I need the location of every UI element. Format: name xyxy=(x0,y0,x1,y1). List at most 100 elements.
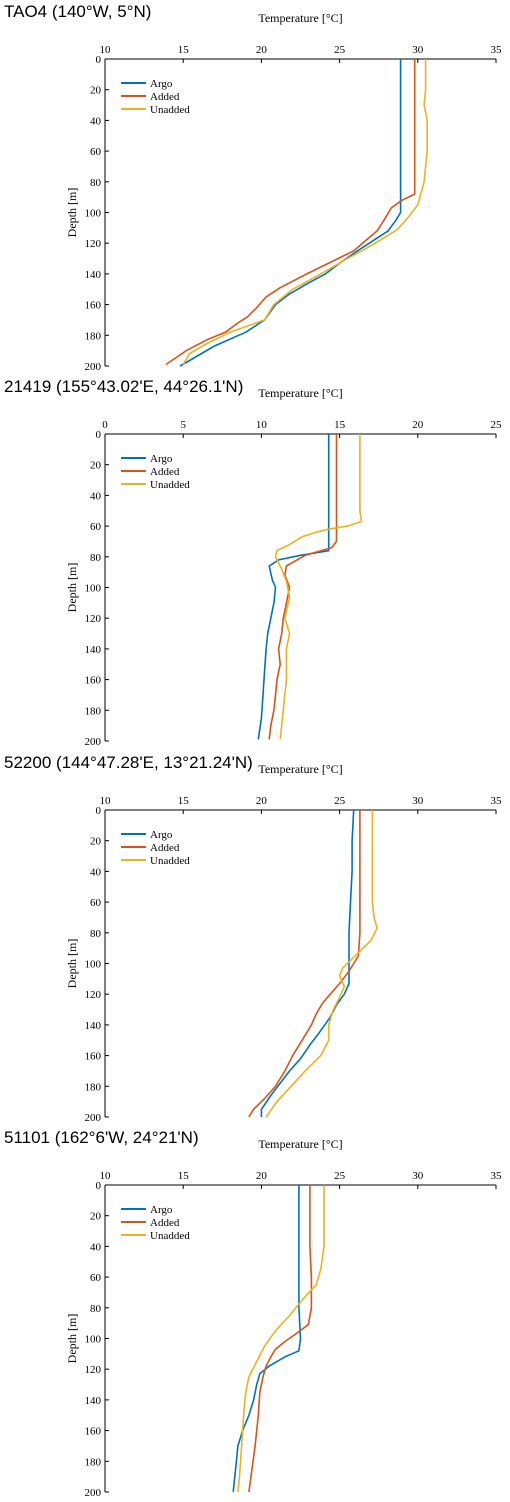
y-axis-label: Depth [m] xyxy=(65,188,79,238)
y-tick-label: 80 xyxy=(90,928,102,940)
y-tick-label: 80 xyxy=(90,552,102,564)
series-line-added xyxy=(248,810,361,1118)
panel-51101: 51101 (162°6'W, 24°21'N) 10 15 20 25 30 35 0 20… xyxy=(0,1126,510,1501)
series-line-unadded xyxy=(182,59,428,365)
x-tick-label: 15 xyxy=(334,419,346,431)
y-tick-label: 180 xyxy=(85,330,102,342)
chart-svg: 10 15 20 25 30 35 0 20 40 60 80 100 120 140 160 180 200 T… xyxy=(65,11,503,373)
x-tick-label: 30 xyxy=(412,795,424,807)
chart-svg: 10 15 20 25 30 35 0 20 40 60 80 100 120 140 160 180 200 T… xyxy=(65,762,503,1124)
legend-label: Argo xyxy=(150,453,173,465)
legend-label: Unadded xyxy=(150,855,190,867)
y-tick-label: 120 xyxy=(85,613,102,625)
panel-title: 51101 (162°6'W, 24°21'N) xyxy=(4,1128,199,1147)
series-line-added xyxy=(248,1185,313,1493)
legend-label: Argo xyxy=(150,1204,173,1216)
legend-label: Unadded xyxy=(150,104,190,116)
y-tick-label: 120 xyxy=(85,989,102,1001)
y-axis-label: Depth [m] xyxy=(65,939,79,989)
x-axis-label: Temperature [°C] xyxy=(258,762,342,776)
series-line-added xyxy=(165,59,416,366)
y-tick-label: 100 xyxy=(85,583,102,595)
x-tick-label: 0 xyxy=(102,419,108,431)
y-tick-label: 0 xyxy=(96,429,102,441)
legend-label: Argo xyxy=(150,78,173,90)
series-line-added xyxy=(268,434,338,740)
y-tick-label: 160 xyxy=(85,675,102,687)
y-tick-label: 140 xyxy=(85,1020,102,1032)
x-tick-label: 25 xyxy=(491,419,503,431)
y-tick-label: 40 xyxy=(90,115,102,127)
chart-svg: 10 15 20 25 30 35 0 20 40 60 80 100 120 140 160 180 200 T… xyxy=(65,1137,502,1499)
y-tick-label: 80 xyxy=(90,1303,102,1315)
y-tick-label: 140 xyxy=(85,269,102,281)
y-tick-label: 160 xyxy=(85,1426,102,1438)
x-tick-label: 25 xyxy=(334,795,346,807)
y-tick-label: 40 xyxy=(90,866,102,878)
y-tick-label: 200 xyxy=(85,1112,102,1124)
legend-label: Added xyxy=(150,842,180,854)
y-tick-label: 40 xyxy=(90,1241,102,1253)
y-axis-label: Depth [m] xyxy=(65,1314,79,1364)
y-tick-label: 20 xyxy=(90,85,102,97)
series-line-argo xyxy=(260,809,355,1117)
x-tick-label: 35 xyxy=(491,795,503,807)
x-axis-label: Temperature [°C] xyxy=(258,11,342,25)
panel-title: 52200 (144°47.28'E, 13°21.24'N) xyxy=(4,753,253,772)
series-line-unadded xyxy=(274,434,363,740)
y-tick-label: 100 xyxy=(85,208,102,220)
x-tick-label: 10 xyxy=(100,44,112,56)
y-tick-label: 200 xyxy=(85,736,102,748)
x-axis-label: Temperature [°C] xyxy=(258,386,342,400)
y-tick-label: 20 xyxy=(90,1211,102,1223)
y-tick-label: 100 xyxy=(85,959,102,971)
y-axis-label: Depth [m] xyxy=(65,563,79,613)
y-tick-label: 0 xyxy=(96,805,102,817)
y-tick-label: 0 xyxy=(96,54,102,66)
x-tick-label: 5 xyxy=(180,419,186,431)
x-tick-label: 15 xyxy=(178,795,190,807)
y-tick-label: 20 xyxy=(90,836,102,848)
y-tick-label: 60 xyxy=(90,521,102,533)
y-tick-label: 160 xyxy=(85,1051,102,1063)
x-tick-label: 20 xyxy=(256,1170,268,1182)
y-tick-label: 120 xyxy=(85,238,102,250)
x-tick-label: 20 xyxy=(256,795,268,807)
y-tick-label: 120 xyxy=(85,1364,102,1376)
y-tick-label: 100 xyxy=(85,1334,102,1346)
y-tick-label: 40 xyxy=(90,490,102,502)
y-tick-label: 60 xyxy=(90,897,102,909)
series-line-argo xyxy=(179,59,402,367)
panel-title: 21419 (155°43.02'E, 44°26.1'N) xyxy=(4,377,244,396)
y-tick-label: 60 xyxy=(90,1272,102,1284)
x-tick-label: 20 xyxy=(256,44,268,56)
x-tick-label: 30 xyxy=(412,44,424,56)
legend-label: Unadded xyxy=(150,1230,190,1242)
series-line-unadded xyxy=(237,1185,325,1493)
y-tick-label: 140 xyxy=(85,644,102,656)
panel-52200: 52200 (144°47.28'E, 13°21.24'N) 10 15 20 25… xyxy=(0,751,510,1126)
panel-tao4: TAO4 (140°W, 5°N) 10 15 20 25 30 35 0 20 40 60 80 1… xyxy=(0,0,510,375)
legend-label: Added xyxy=(150,466,180,478)
y-tick-label: 160 xyxy=(85,300,102,312)
x-tick-label: 15 xyxy=(178,44,190,56)
x-tick-label: 10 xyxy=(100,795,112,807)
y-tick-label: 20 xyxy=(90,460,102,472)
legend-label: Added xyxy=(150,1217,180,1229)
panel-title: TAO4 (140°W, 5°N) xyxy=(4,2,152,21)
y-tick-label: 200 xyxy=(85,1487,102,1499)
x-tick-label: 35 xyxy=(491,44,503,56)
series-line-argo xyxy=(257,434,330,740)
y-tick-label: 180 xyxy=(85,1081,102,1093)
x-tick-label: 30 xyxy=(412,1170,424,1182)
panel-21419: 21419 (155°43.02'E, 44°26.1'N) 0 5 10 15 20 2… xyxy=(0,375,510,750)
chart-svg: 0 5 10 15 20 25 0 20 40 60 80 100 120 140 160 180 200 Tem… xyxy=(65,386,503,748)
y-tick-label: 0 xyxy=(96,1180,102,1192)
x-axis-label: Temperature [°C] xyxy=(258,1137,342,1151)
y-tick-label: 180 xyxy=(85,705,102,717)
x-tick-label: 20 xyxy=(412,419,424,431)
y-tick-label: 80 xyxy=(90,177,102,189)
legend-label: Added xyxy=(150,91,180,103)
y-tick-label: 200 xyxy=(85,361,102,373)
